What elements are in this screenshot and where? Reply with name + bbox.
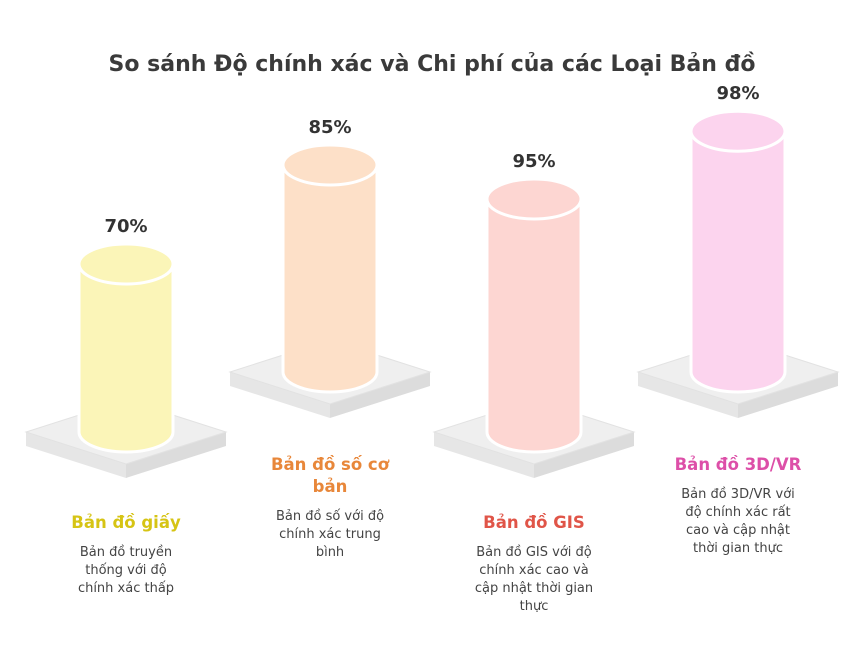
bar — [77, 262, 175, 454]
category-label-block: Bản đồ GIS Bản đồ GIS với độ chính xác ca… — [434, 512, 634, 616]
data-label: 70% — [104, 216, 147, 237]
bar-group: 98% — [636, 83, 840, 418]
bar-top — [689, 109, 787, 153]
bar-top — [77, 242, 175, 286]
bar — [281, 163, 379, 394]
platform-right-face — [330, 372, 430, 418]
platform-left-face — [434, 432, 534, 478]
category-label-block: Bản đồ số cơ bản Bản đồ số với độ chính x… — [230, 454, 430, 562]
category-label: Bản đồ giấy — [71, 513, 181, 532]
category-label-block: Bản đồ 3D/VR Bản đồ 3D/VR với độ chính xá… — [638, 454, 838, 558]
platform-right-face — [534, 432, 634, 478]
category-label: Bản đồ 3D/VR — [674, 455, 802, 474]
data-label: 85% — [308, 117, 351, 138]
category-description: Bản đồ truyền thống với độ chính xác thấ… — [77, 545, 175, 596]
bar-top — [485, 177, 583, 221]
data-label: 98% — [716, 83, 759, 104]
platform-left-face — [230, 372, 330, 418]
category-description: Bản đồ GIS với độ chính xác cao và cập n… — [474, 545, 594, 614]
platform-left-face — [638, 372, 738, 418]
category-description: Bản đồ số với độ chính xác trung bình — [275, 509, 385, 560]
platform-left-face — [26, 432, 126, 478]
bar-group: 95% — [432, 151, 636, 478]
platform-right-face — [126, 432, 226, 478]
category-label: Bản đồ GIS — [483, 513, 585, 532]
chart-title: So sánh Độ chính xác và Chi phí của các … — [108, 52, 756, 77]
bar-top — [281, 143, 379, 187]
bar — [689, 129, 787, 394]
platform-right-face — [738, 372, 838, 418]
bar-group: 85% — [228, 117, 432, 418]
category-label-block: Bản đồ giấy Bản đồ truyền thống với độ ch… — [26, 512, 226, 598]
bar — [485, 197, 583, 454]
bar-group: 70% — [24, 216, 228, 478]
category-description: Bản đồ 3D/VR với độ chính xác rất cao và… — [681, 487, 795, 556]
category-label: Bản đồ số cơ bản — [270, 455, 390, 496]
data-label: 95% — [512, 151, 555, 172]
